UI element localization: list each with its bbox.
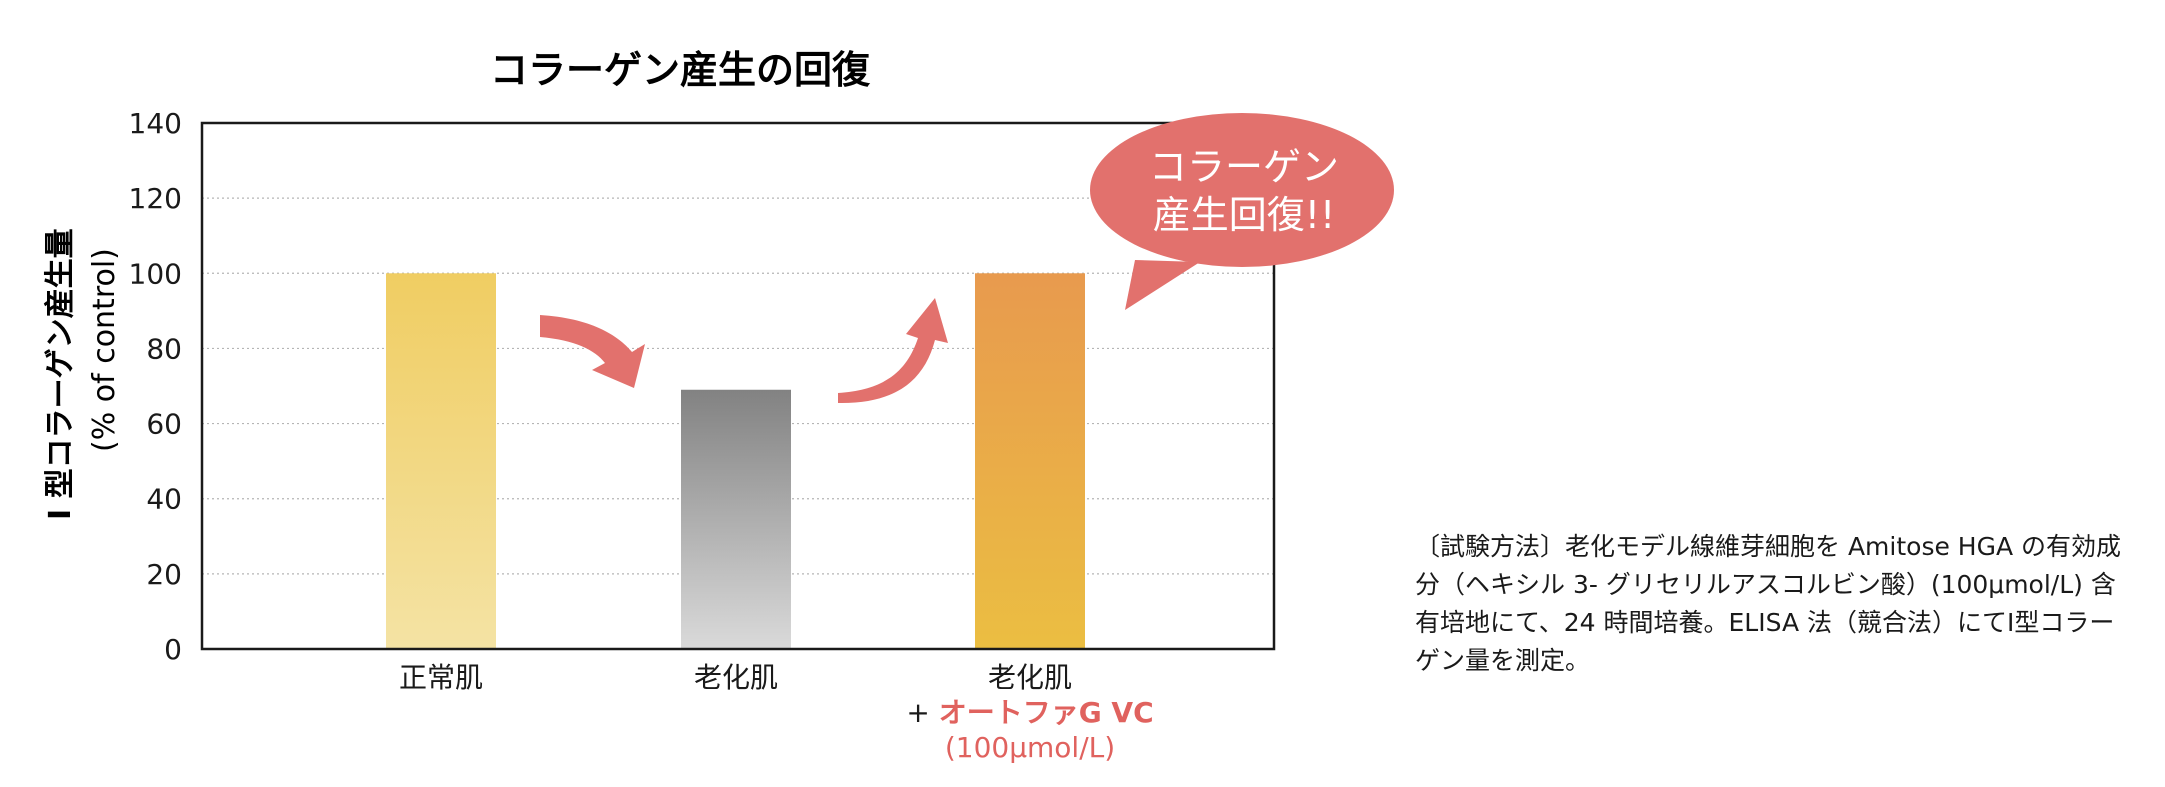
x-tick-label: 老化肌	[988, 661, 1072, 694]
decrease-arrow	[540, 315, 645, 388]
y-tick-label: 120	[129, 182, 182, 215]
bar-3	[975, 273, 1085, 649]
callout-bubble: コラーゲン 産生回復!!	[1090, 113, 1394, 310]
y-tick-label: 40	[146, 483, 182, 516]
plot-frame	[200, 121, 1276, 651]
y-tick-label: 20	[146, 558, 182, 591]
y-tick-label: 60	[146, 408, 182, 441]
y-tick-label: 100	[129, 257, 182, 290]
test-method-note: 〔試験方法〕老化モデル線維芽細胞を Amitose HGA の有効成分（ヘキシル…	[1415, 532, 2122, 675]
callout-line1: コラーゲン	[1149, 145, 1339, 189]
increase-arrow	[838, 298, 948, 404]
bars	[386, 273, 1085, 649]
y-axis-title-line1: Ⅰ 型コラーゲン産生量	[43, 228, 78, 520]
y-tick-label: 140	[129, 107, 182, 140]
y-axis-title: Ⅰ 型コラーゲン産生量 (% of control)	[43, 228, 122, 520]
y-tick-label: 80	[146, 332, 182, 365]
x-tick-label-product: + オートファG VC	[906, 696, 1153, 729]
chart-title: コラーゲン産生の回復	[490, 48, 871, 92]
bar-1	[386, 273, 496, 649]
x-tick-labels: 正常肌 老化肌 老化肌+ オートファG VC(100μmol/L)	[399, 661, 1154, 764]
y-axis-title-line2: (% of control)	[87, 248, 122, 452]
callout-ellipse	[1090, 113, 1394, 267]
bar-2	[681, 389, 791, 649]
collagen-bar-chart: コラーゲン産生の回復 Ⅰ 型コラーゲン産生量 (% of control) 0 2…	[43, 48, 1394, 764]
y-tick-label: 0	[164, 633, 182, 666]
callout-shape	[1125, 260, 1200, 310]
x-tick-label: 老化肌	[694, 661, 778, 694]
x-tick-label-dose: (100μmol/L)	[945, 731, 1115, 764]
callout-line2: 産生回復!!	[1153, 193, 1335, 237]
x-tick-label: 正常肌	[399, 661, 483, 694]
y-tick-labels: 0 20 40 60 80 100 120 140	[129, 107, 182, 666]
